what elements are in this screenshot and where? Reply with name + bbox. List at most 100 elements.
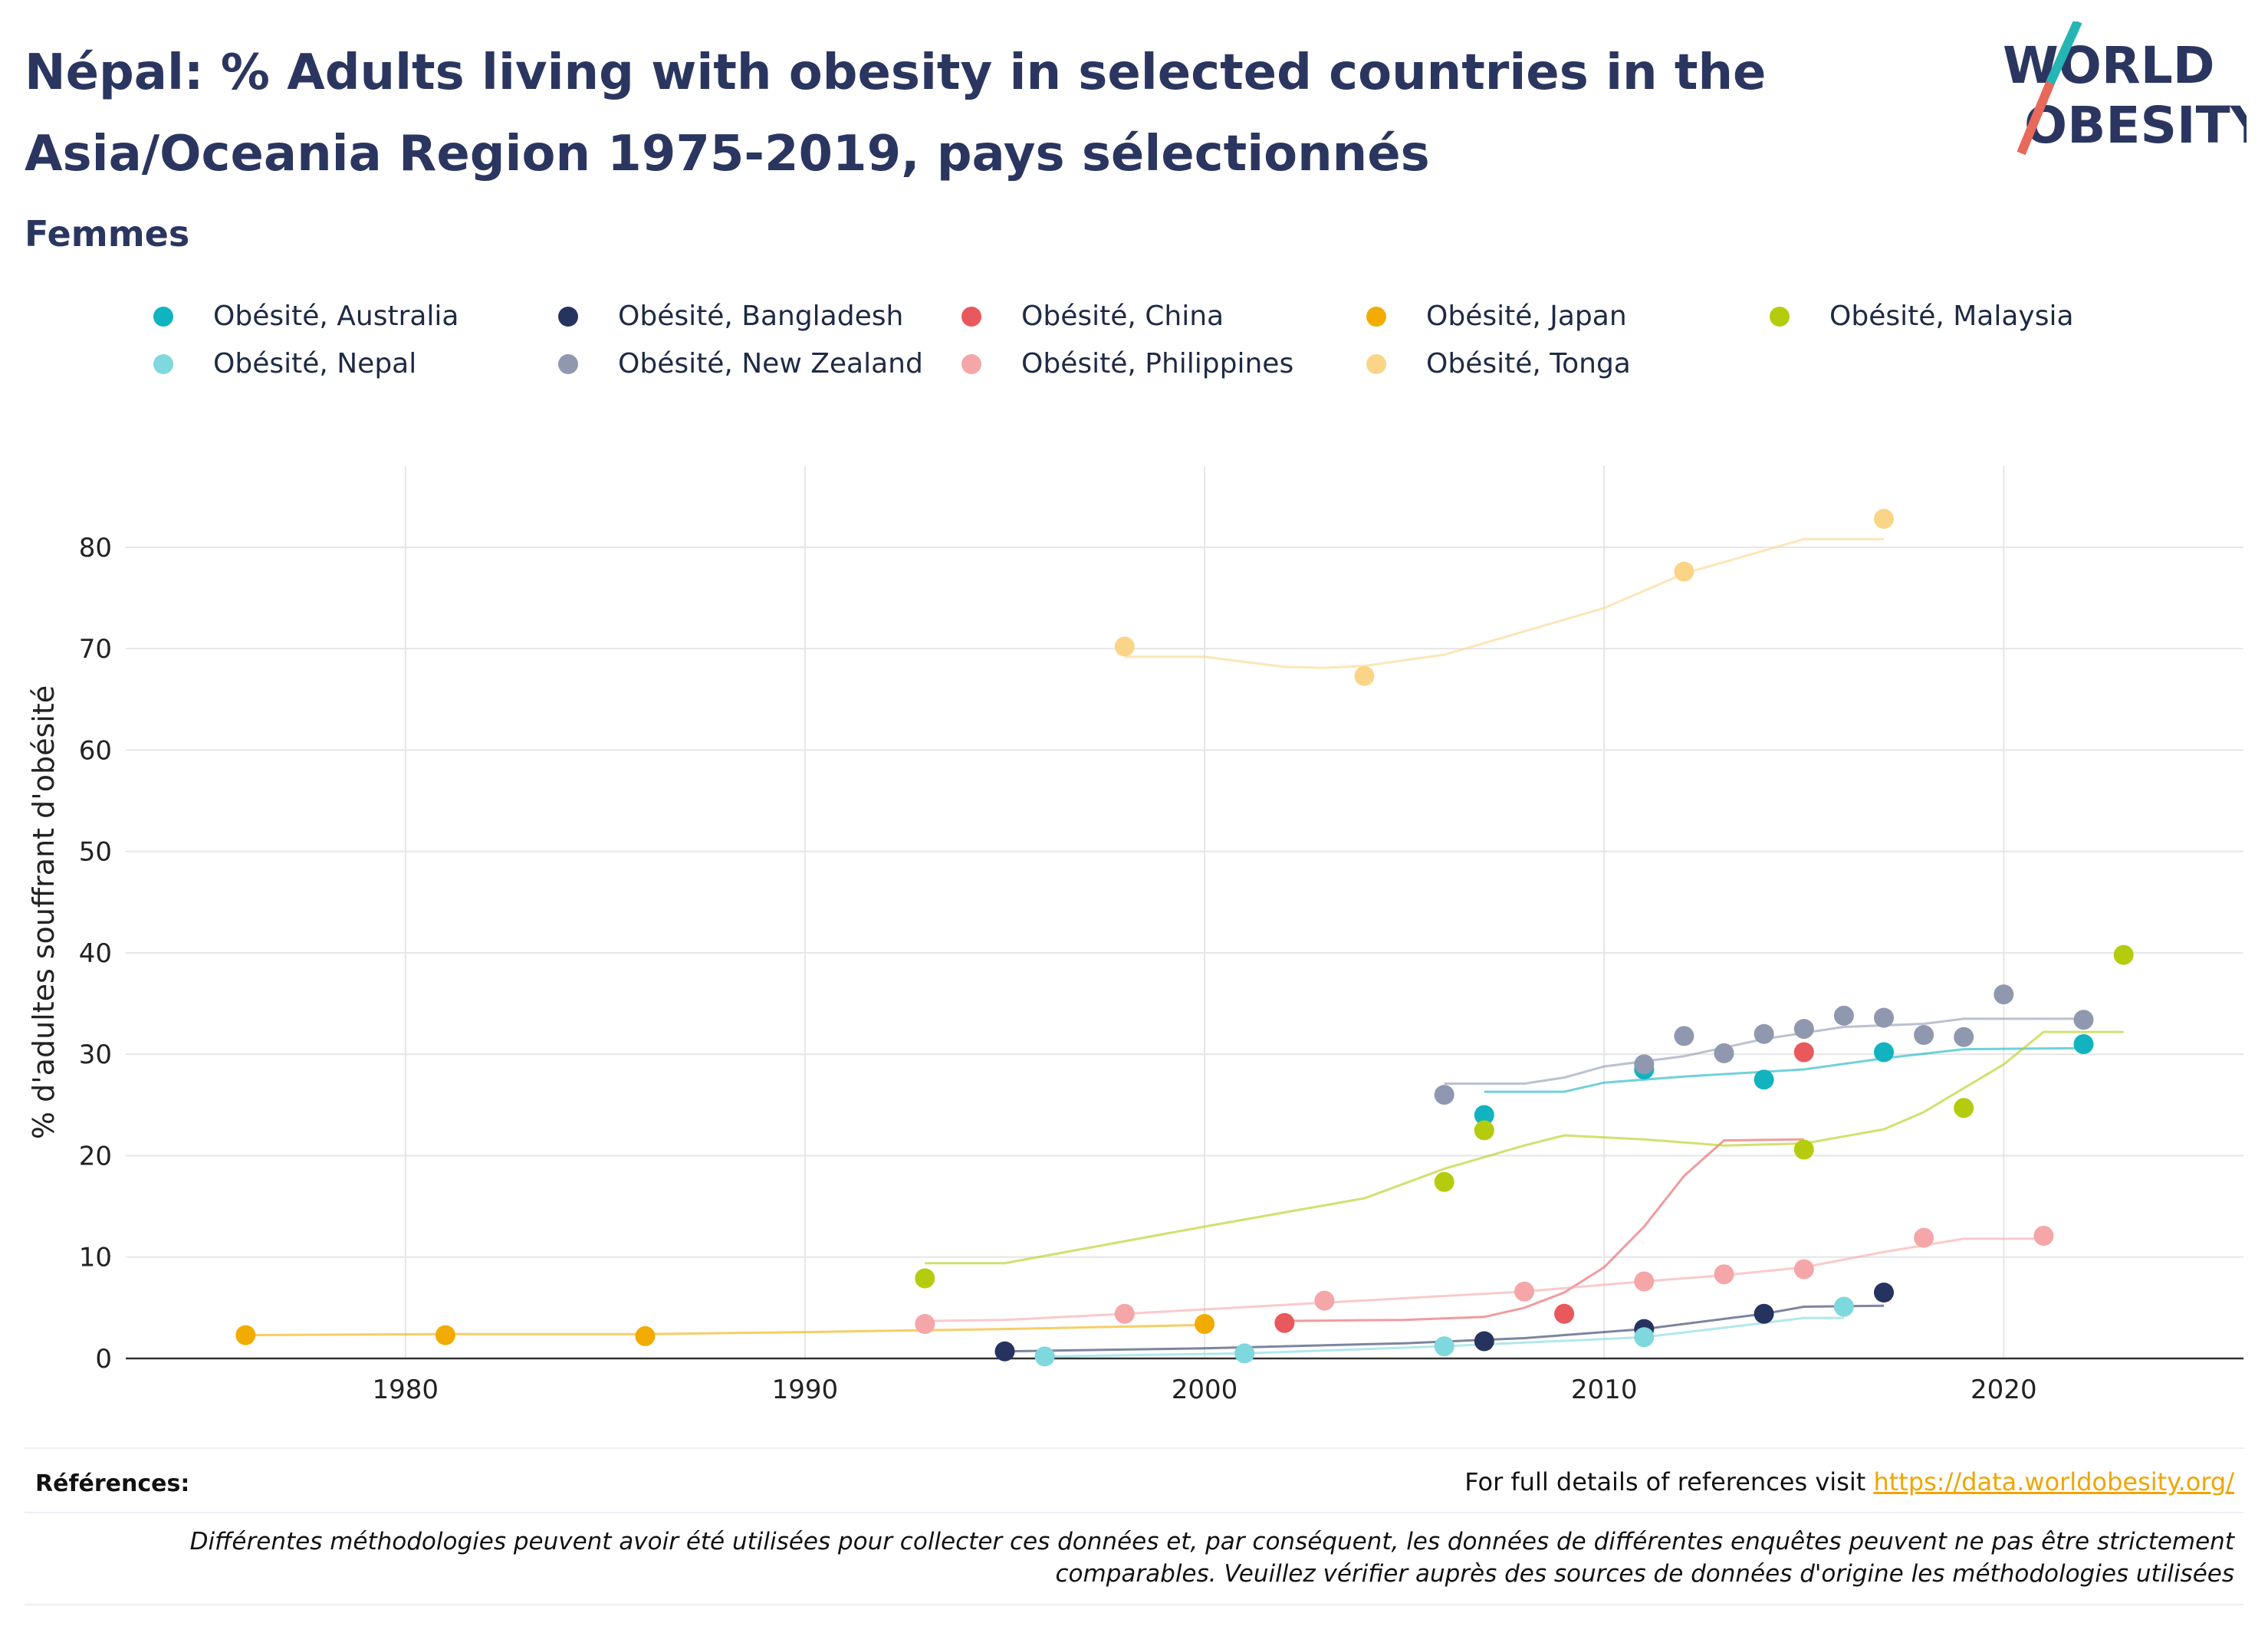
data-point	[1714, 1043, 1734, 1063]
trend-line	[1124, 537, 1884, 669]
trend-line	[1284, 1138, 1804, 1322]
legend-item[interactable]: Obésité, Philippines	[961, 348, 1293, 379]
y-tick-label: 30	[79, 1040, 112, 1070]
legend-item[interactable]: Obésité, Australia	[153, 301, 459, 332]
legend-item[interactable]: Obésité, New Zealand	[558, 348, 923, 379]
trend-line	[245, 1323, 1205, 1337]
data-point	[1793, 1019, 1814, 1040]
data-point	[2073, 1034, 2094, 1054]
legend-label: Obésité, Philippines	[1021, 348, 1294, 379]
data-point	[2033, 1226, 2054, 1246]
x-tick-label: 2000	[1172, 1375, 1238, 1405]
chart-legend: Obésité, Australia Obésité, Bangladesh Obé…	[153, 301, 2147, 408]
chart-plot: 1980 1990 2000 2010 2020 0 10 20 30 40 50 60 70 80 % d…	[27, 466, 2243, 1405]
data-point	[1634, 1327, 1655, 1348]
data-point	[1634, 1054, 1655, 1075]
chart-subtitle: Femmes	[25, 213, 190, 255]
references-intro: For full details of references visit	[1464, 1467, 1866, 1496]
legend-label: Obésité, Malaysia	[1829, 301, 2074, 332]
trend-line	[925, 1237, 2044, 1322]
world-obesity-logo: WORLD OBESITY	[2003, 21, 2247, 156]
trend-line	[1484, 1046, 2084, 1093]
y-tick-label: 0	[95, 1344, 112, 1375]
data-point	[1114, 1303, 1135, 1324]
legend-item[interactable]: Obésité, Malaysia	[1770, 301, 2074, 332]
data-point	[235, 1325, 256, 1345]
references-text: For full details of references visit htt…	[1464, 1467, 2234, 1496]
disclaimer: Différentes méthodologies peuvent avoir …	[189, 1528, 2234, 1588]
y-tick-label: 80	[79, 533, 112, 563]
data-point	[1954, 1027, 1974, 1047]
x-tick-label: 1980	[373, 1375, 439, 1405]
data-point	[1554, 1303, 1575, 1324]
references-link[interactable]: https://data.worldobesity.org/	[1873, 1467, 2234, 1496]
data-point	[635, 1325, 656, 1346]
data-point	[1914, 1227, 1934, 1248]
data-point	[1274, 1312, 1295, 1333]
divider	[25, 1604, 2243, 1605]
legend-marker	[1366, 353, 1386, 374]
data-point	[1954, 1098, 1974, 1118]
trend-line	[925, 1030, 2124, 1265]
y-tick-label: 10	[79, 1243, 112, 1273]
legend-item[interactable]: Obésité, Tonga	[1366, 348, 1631, 379]
legend-item[interactable]: Obésité, Nepal	[153, 348, 416, 379]
data-point	[1514, 1281, 1534, 1302]
y-tick-label: 40	[79, 938, 112, 969]
y-tick-label: 60	[79, 735, 112, 766]
legend-label: Obésité, Bangladesh	[618, 301, 904, 332]
data-point	[994, 1341, 1015, 1362]
legend-label: Obésité, Japan	[1426, 301, 1627, 332]
legend-label: Obésité, Tonga	[1426, 348, 1631, 379]
data-point	[1793, 1259, 1814, 1279]
data-point	[1434, 1171, 1454, 1192]
data-point	[1874, 1007, 1894, 1028]
data-point	[1874, 1283, 1894, 1302]
legend-item[interactable]: Obésité, China	[961, 301, 1224, 332]
data-point	[1754, 1303, 1774, 1324]
data-point	[1874, 508, 1894, 529]
data-point	[1434, 1085, 1454, 1105]
legend-label: Obésité, China	[1021, 301, 1224, 332]
legend-label: Obésité, Nepal	[213, 348, 417, 379]
divider	[25, 1447, 2243, 1449]
logo-line-2: OBESITY	[2024, 96, 2247, 155]
chart-title: Népal: % Adults living with obesity in s…	[25, 44, 1767, 182]
data-point	[1195, 1314, 1215, 1334]
data-point	[1833, 1296, 1854, 1317]
legend-marker	[1366, 306, 1386, 327]
data-point	[1474, 1331, 1494, 1352]
data-point	[1674, 1026, 1694, 1046]
data-point	[1354, 665, 1375, 686]
x-tick-label: 2020	[1971, 1375, 2037, 1405]
data-point	[1714, 1264, 1734, 1285]
y-tick-label: 70	[79, 634, 112, 665]
legend-item[interactable]: Obésité, Japan	[1366, 301, 1627, 332]
x-tick-label: 1990	[772, 1375, 839, 1405]
logo-line-1: WORLD	[2003, 36, 2215, 95]
logo-slash-teal	[2046, 21, 2082, 85]
data-point	[1314, 1290, 1335, 1311]
legend-label: Obésité, Australia	[213, 301, 459, 332]
data-point	[1793, 1042, 1814, 1063]
legend-marker	[153, 353, 173, 374]
data-point	[435, 1325, 455, 1345]
data-point	[1754, 1023, 1774, 1044]
legend-marker	[558, 306, 578, 327]
data-point	[1634, 1271, 1655, 1292]
data-point	[1114, 636, 1135, 657]
legend-label: Obésité, New Zealand	[618, 348, 923, 379]
legend-marker	[153, 306, 173, 327]
divider	[25, 1512, 2243, 1513]
data-point	[1434, 1336, 1454, 1357]
data-point	[1874, 1042, 1894, 1063]
data-point	[1474, 1105, 1494, 1125]
data-point	[2073, 1010, 2094, 1030]
data-point	[1833, 1005, 1854, 1026]
data-point	[1234, 1343, 1255, 1364]
data-point	[1754, 1069, 1774, 1090]
y-tick-label: 20	[79, 1141, 112, 1171]
logo-slash-red	[2017, 80, 2055, 156]
legend-item[interactable]: Obésité, Bangladesh	[558, 301, 903, 332]
data-point	[2113, 944, 2134, 965]
